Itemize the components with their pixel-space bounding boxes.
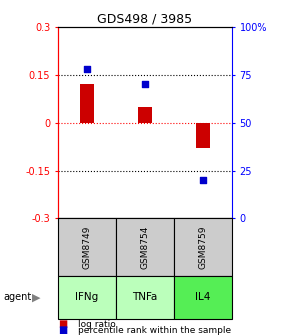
Text: TNFa: TNFa <box>132 292 158 302</box>
Bar <box>196 123 210 148</box>
Text: percentile rank within the sample: percentile rank within the sample <box>78 326 231 335</box>
Bar <box>58 218 116 276</box>
Bar <box>174 218 232 276</box>
Text: IFNg: IFNg <box>75 292 99 302</box>
Point <box>201 177 205 183</box>
Bar <box>58 276 116 319</box>
Point <box>143 82 147 87</box>
Text: agent: agent <box>3 292 31 302</box>
Bar <box>80 84 94 123</box>
Bar <box>116 218 174 276</box>
Text: GSM8759: GSM8759 <box>198 225 208 269</box>
Bar <box>116 276 174 319</box>
Text: ■: ■ <box>58 319 67 329</box>
Point <box>85 66 89 72</box>
Text: ▶: ▶ <box>32 292 40 302</box>
Bar <box>138 107 152 123</box>
Bar <box>174 276 232 319</box>
Text: GSM8749: GSM8749 <box>82 225 92 269</box>
Title: GDS498 / 3985: GDS498 / 3985 <box>97 13 193 26</box>
Text: GSM8754: GSM8754 <box>140 225 150 269</box>
Text: ■: ■ <box>58 325 67 335</box>
Text: log ratio: log ratio <box>78 320 116 329</box>
Text: IL4: IL4 <box>195 292 211 302</box>
